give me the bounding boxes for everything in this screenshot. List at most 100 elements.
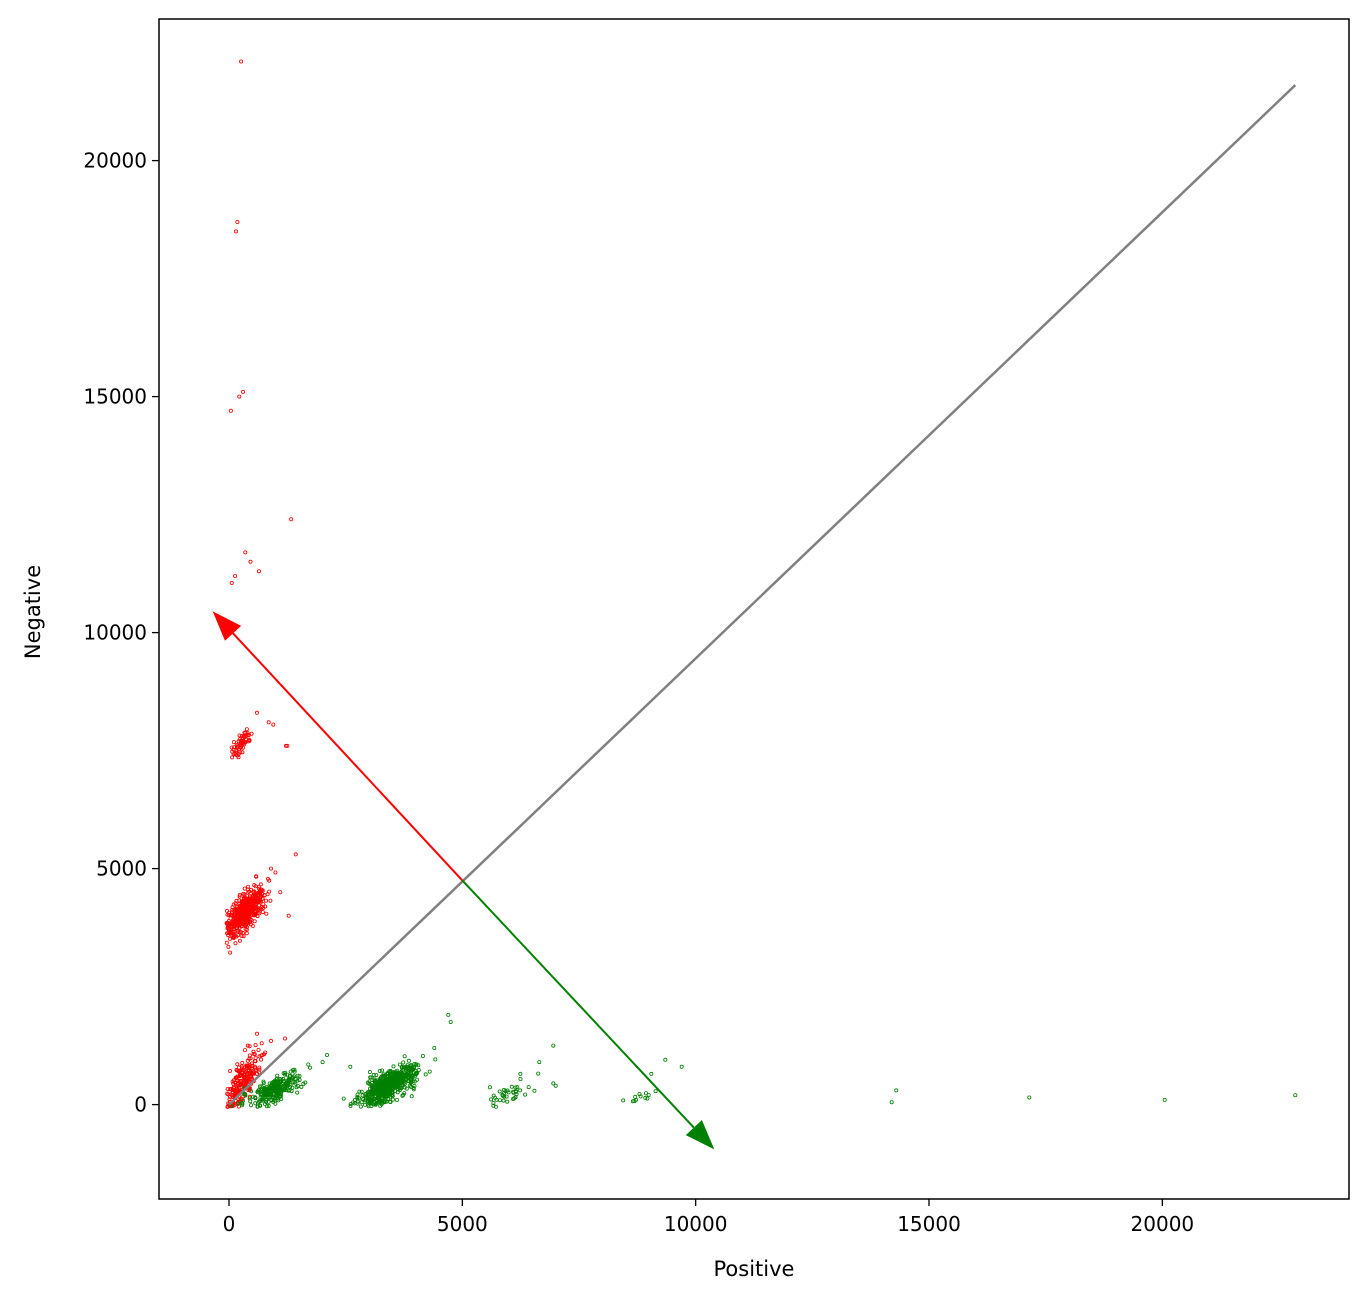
data-point: [240, 912, 245, 917]
data-point: [234, 910, 239, 915]
data-point: [420, 1054, 425, 1059]
data-point: [409, 1094, 414, 1099]
data-point: [369, 1080, 374, 1085]
data-point: [889, 1100, 894, 1105]
diagonal-line: [228, 84, 1297, 1106]
data-point: [352, 1097, 357, 1102]
data-point: [274, 1086, 279, 1091]
data-point: [247, 1086, 252, 1091]
data-point: [357, 1089, 362, 1094]
data-point: [433, 1057, 438, 1062]
data-point: [253, 900, 258, 905]
x-axis: 0 5000 10000 15000 20000: [223, 1199, 1195, 1236]
data-point: [231, 740, 236, 745]
data-point: [376, 1100, 381, 1105]
x-tick-label: 0: [223, 1212, 236, 1236]
data-point: [405, 1074, 410, 1079]
data-point: [257, 907, 262, 912]
data-point: [233, 574, 238, 579]
data-point: [284, 1079, 289, 1084]
data-point: [649, 1071, 654, 1076]
data-point: [236, 1065, 241, 1070]
data-point: [225, 1087, 230, 1092]
data-point: [232, 1088, 237, 1093]
data-point: [261, 902, 266, 907]
data-point: [389, 1092, 394, 1097]
data-point: [279, 1085, 284, 1090]
data-point: [242, 886, 247, 891]
overlay-layer: [212, 84, 1297, 1150]
data-point: [253, 1101, 258, 1106]
data-point: [260, 910, 265, 915]
data-point: [235, 219, 240, 224]
data-point: [244, 899, 249, 904]
data-point: [372, 1086, 377, 1091]
data-point: [239, 930, 244, 935]
data-point: [238, 750, 243, 755]
data-point: [386, 1096, 391, 1101]
data-point: [509, 1084, 514, 1089]
data-point: [396, 1081, 401, 1086]
data-point: [355, 1092, 360, 1097]
data-point: [254, 874, 259, 879]
data-point: [294, 1085, 299, 1090]
data-point: [233, 229, 238, 234]
data-point: [432, 1046, 437, 1051]
data-point: [359, 1100, 364, 1105]
data-point: [273, 1101, 278, 1106]
data-point: [232, 913, 237, 918]
data-point: [228, 916, 233, 921]
data-point: [532, 1088, 537, 1093]
data-point: [238, 745, 243, 750]
data-point: [256, 569, 261, 574]
data-point: [415, 1070, 420, 1075]
data-point: [251, 1049, 256, 1054]
data-point: [427, 1069, 432, 1074]
data-point: [409, 1079, 414, 1084]
x-tick-label: 20000: [1131, 1212, 1195, 1236]
data-point: [414, 1062, 419, 1067]
data-point: [234, 925, 239, 930]
data-point: [252, 912, 257, 917]
data-point: [277, 1084, 282, 1089]
series-1: [229, 1012, 1298, 1109]
data-point: [264, 1104, 269, 1109]
data-point: [247, 1044, 252, 1049]
data-point: [551, 1081, 556, 1086]
data-point: [275, 1091, 280, 1096]
y-tick-label: 15000: [83, 385, 147, 409]
data-point: [246, 1063, 251, 1068]
data-point: [235, 920, 240, 925]
data-point: [381, 1079, 386, 1084]
data-point: [380, 1098, 385, 1103]
data-point: [227, 1097, 232, 1102]
data-point: [259, 1057, 264, 1062]
data-point: [241, 891, 246, 896]
data-point: [249, 1071, 254, 1076]
data-point: [299, 1084, 304, 1089]
data-point: [242, 915, 247, 920]
data-point: [411, 1067, 416, 1072]
data-point: [252, 906, 257, 911]
data-point: [239, 923, 244, 928]
data-point: [292, 1069, 297, 1074]
data-point: [389, 1075, 394, 1080]
data-point: [292, 1080, 297, 1085]
data-point: [233, 901, 238, 906]
data-point: [281, 1071, 286, 1076]
data-point: [240, 742, 245, 747]
data-point: [511, 1097, 516, 1102]
data-point: [389, 1082, 394, 1087]
data-point: [244, 1063, 249, 1068]
data-point: [409, 1073, 414, 1078]
data-point: [259, 1084, 264, 1089]
data-point: [245, 1071, 250, 1076]
data-point: [289, 1089, 294, 1094]
data-point: [295, 1073, 300, 1078]
arrow-shaft-0: [232, 632, 464, 882]
data-point: [237, 394, 242, 399]
series-0: [224, 59, 298, 1109]
data-point: [230, 1090, 235, 1095]
data-point: [238, 739, 243, 744]
data-point: [264, 1097, 269, 1102]
